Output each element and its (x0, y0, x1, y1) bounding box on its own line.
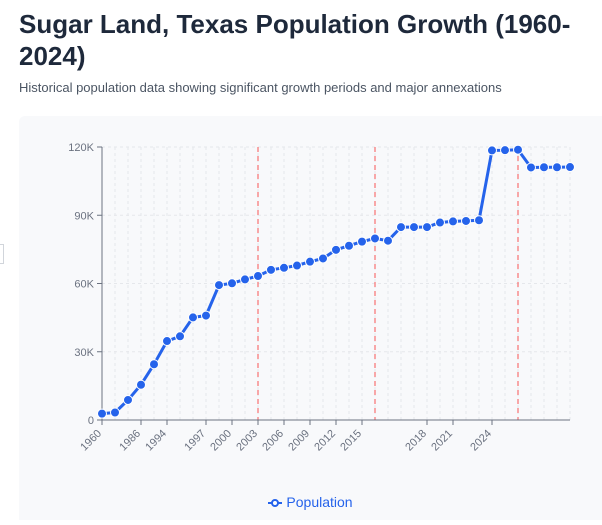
data-point (409, 222, 419, 233)
data-point (357, 236, 367, 247)
data-point (539, 162, 549, 173)
data-point (422, 222, 432, 233)
data-point (97, 408, 107, 419)
data-point (175, 331, 185, 342)
data-point (292, 260, 302, 271)
data-point (331, 244, 341, 255)
data-point (305, 256, 315, 267)
data-point (201, 310, 211, 321)
page-title: Sugar Land, Texas Population Growth (196… (19, 9, 571, 71)
data-point (565, 162, 575, 173)
data-point (110, 407, 120, 418)
reference-lines (257, 147, 519, 420)
x-tick-label: 2021 (429, 428, 455, 454)
data-point (526, 162, 536, 173)
page-subtitle: Historical population data showing signi… (19, 80, 502, 95)
data-point (513, 144, 523, 155)
sidebar-toggle-handle[interactable] (0, 244, 4, 264)
x-tick-label: 1997 (182, 428, 208, 454)
data-point (123, 394, 133, 405)
y-tick-label: 60K (74, 279, 94, 291)
data-point (227, 278, 237, 289)
data-point (214, 280, 224, 291)
x-tick-label: 1986 (117, 428, 143, 454)
data-point (136, 379, 146, 390)
legend-line-dot-icon (268, 499, 283, 508)
x-tick-label: 2015 (338, 428, 364, 454)
data-point (318, 253, 328, 264)
data-point (461, 215, 471, 226)
data-point (266, 264, 276, 275)
data-point (370, 233, 380, 244)
data-point (149, 359, 159, 370)
data-point (500, 145, 510, 156)
data-point (188, 312, 198, 323)
legend[interactable]: Population (19, 494, 602, 510)
data-point (448, 216, 458, 227)
x-tick-label: 2006 (260, 428, 286, 454)
x-tick-label: 2012 (312, 428, 338, 454)
data-point (396, 222, 406, 233)
data-point (552, 162, 562, 173)
y-tick-label: 0 (88, 415, 94, 427)
x-tick-label: 2024 (468, 428, 494, 454)
series-population (97, 144, 575, 419)
data-point (253, 270, 263, 281)
x-tick-label: 2000 (208, 428, 234, 454)
chart-card: 0 30K 60K 90K 120K 1960 1986 1994 1997 2000 2003 20… (19, 116, 602, 520)
data-point (487, 145, 497, 156)
data-point (383, 235, 393, 246)
data-point (162, 336, 172, 347)
x-tick-label: 2009 (286, 428, 312, 454)
data-point (240, 274, 250, 285)
x-tick-label: 2018 (403, 428, 429, 454)
x-tick-label: 1960 (78, 428, 104, 454)
x-tick-label: 1994 (143, 428, 169, 454)
legend-label-population: Population (286, 494, 353, 510)
data-point (435, 217, 445, 228)
grid-layer (101, 146, 571, 421)
data-point (279, 262, 289, 273)
y-tick-label: 90K (74, 210, 94, 222)
data-point (474, 215, 484, 226)
x-tick-label: 2003 (234, 428, 260, 454)
data-point (344, 240, 354, 251)
y-tick-label: 30K (74, 347, 94, 359)
y-tick-label: 120K (68, 142, 94, 154)
